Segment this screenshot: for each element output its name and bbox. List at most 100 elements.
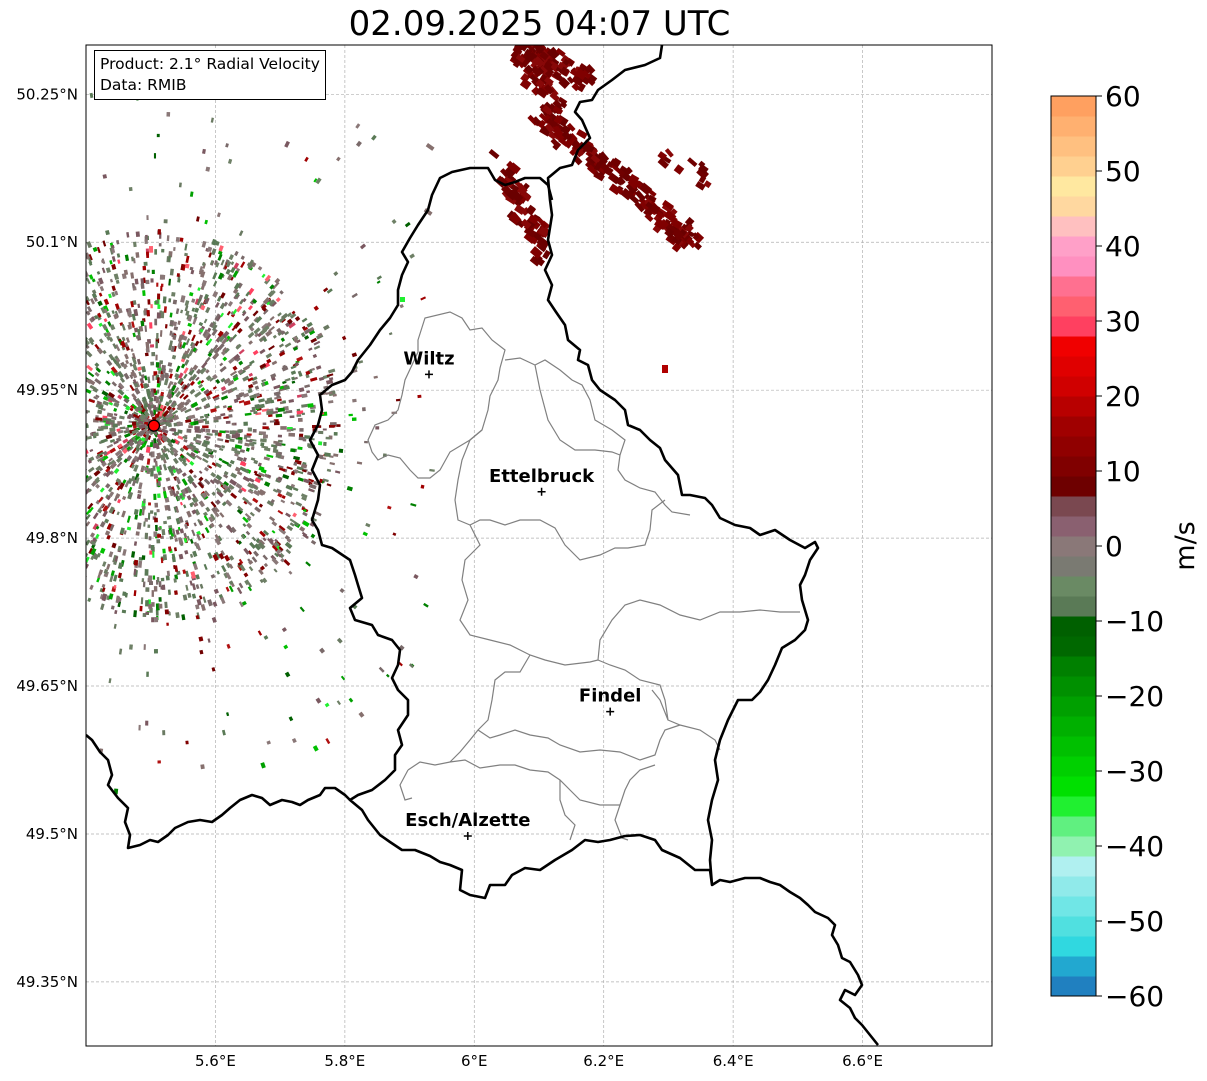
echo-pixel — [181, 472, 187, 478]
echo-pixel — [673, 164, 685, 175]
echo-pixel — [233, 282, 241, 290]
echo-pixel — [317, 332, 323, 338]
echo-pixel — [237, 540, 242, 545]
echo-pixel — [108, 486, 114, 493]
echo-pixel — [106, 443, 114, 449]
echo-pixel — [225, 420, 231, 424]
echo-pixel — [50, 329, 54, 333]
echo-pixel — [520, 191, 532, 202]
echo-pixel — [214, 240, 220, 246]
echo-pixel — [75, 451, 79, 455]
echo-pixel — [268, 516, 276, 522]
colorbar-tick-label: −50 — [1105, 905, 1164, 938]
echo-pixel — [139, 605, 143, 612]
echo-pixel — [42, 481, 47, 485]
echo-pixel — [104, 518, 110, 524]
echo-pixel — [225, 260, 232, 268]
echo-pixel — [187, 477, 194, 485]
echo-pixel — [429, 468, 435, 472]
echo-pixel — [351, 417, 357, 421]
echo-pixel — [141, 508, 145, 516]
echo-pixel — [232, 373, 239, 379]
echo-pixel — [144, 466, 148, 471]
echo-pixel — [73, 472, 79, 477]
echo-pixel — [86, 561, 88, 566]
echo-pixel — [326, 483, 332, 487]
echo-pixel — [46, 308, 51, 313]
echo-pixel — [138, 724, 141, 731]
echo-pixel — [274, 552, 279, 558]
echo-pixel — [161, 529, 166, 536]
echo-pixel — [93, 315, 98, 320]
echo-pixel — [164, 496, 170, 503]
echo-pixel — [135, 231, 140, 238]
echo-pixel — [201, 492, 208, 499]
echo-pixel — [177, 435, 184, 440]
echo-pixel — [213, 588, 219, 594]
echo-pixel — [250, 397, 255, 402]
echo-pixel — [3, 353, 8, 357]
echo-pixel — [43, 372, 47, 376]
echo-pixel — [211, 248, 217, 256]
echo-pixel — [162, 296, 167, 304]
echo-pixel — [191, 593, 197, 599]
echo-pixel — [93, 396, 98, 400]
echo-pixel — [51, 341, 59, 348]
echo-pixel — [41, 469, 46, 474]
echo-pixel — [341, 335, 347, 341]
echo-pixel — [65, 270, 70, 275]
echo-pixel — [61, 462, 66, 466]
echo-pixel — [53, 511, 60, 517]
city-cross-icon — [463, 831, 472, 840]
echo-pixel — [180, 406, 187, 413]
echo-pixel — [566, 76, 575, 84]
echo-pixel — [217, 272, 224, 280]
echo-pixel — [7, 500, 14, 506]
echo-pixel — [123, 372, 130, 380]
echo-pixel — [52, 562, 58, 569]
echo-pixel — [223, 377, 231, 385]
echo-pixel — [223, 554, 231, 562]
echo-pixel — [55, 427, 61, 430]
echo-pixel — [186, 486, 193, 494]
echo-pixel — [176, 469, 182, 475]
echo-pixel — [208, 252, 213, 258]
echo-pixel — [51, 302, 58, 309]
echo-pixel — [76, 519, 82, 526]
echo-pixel — [229, 438, 235, 443]
colorbar-band — [1051, 476, 1096, 497]
echo-pixel — [205, 428, 211, 433]
echo-pixel — [195, 574, 200, 580]
echo-pixel — [14, 539, 18, 543]
echo-pixel — [535, 79, 545, 89]
echo-pixel — [183, 537, 188, 543]
echo-pixel — [189, 553, 194, 558]
echo-pixel — [200, 604, 206, 612]
echo-pixel — [221, 337, 229, 345]
echo-pixel — [262, 554, 269, 561]
echo-pixel — [244, 442, 250, 447]
echo-pixel — [265, 329, 273, 337]
echo-pixel — [220, 395, 229, 401]
echo-pixel — [535, 86, 549, 99]
echo-pixel — [231, 422, 235, 426]
echo-pixel — [47, 273, 53, 280]
echo-pixel — [115, 279, 120, 285]
echo-pixel — [323, 287, 329, 293]
echo-pixel — [219, 365, 227, 373]
echo-pixel — [113, 407, 118, 412]
echo-pixel — [248, 566, 254, 572]
echo-pixel — [155, 341, 158, 349]
echo-pixel — [236, 508, 244, 515]
echo-pixel — [299, 428, 304, 432]
echo-pixel — [230, 266, 236, 274]
echo-pixel — [308, 329, 316, 336]
echo-pixel — [283, 385, 290, 391]
echo-pixel — [499, 176, 508, 186]
echo-pixel — [60, 518, 66, 524]
echo-pixel — [205, 375, 212, 382]
echo-pixel — [63, 521, 67, 525]
echo-pixel — [170, 438, 176, 444]
echo-pixel — [162, 274, 166, 280]
echo-pixel — [245, 291, 251, 297]
